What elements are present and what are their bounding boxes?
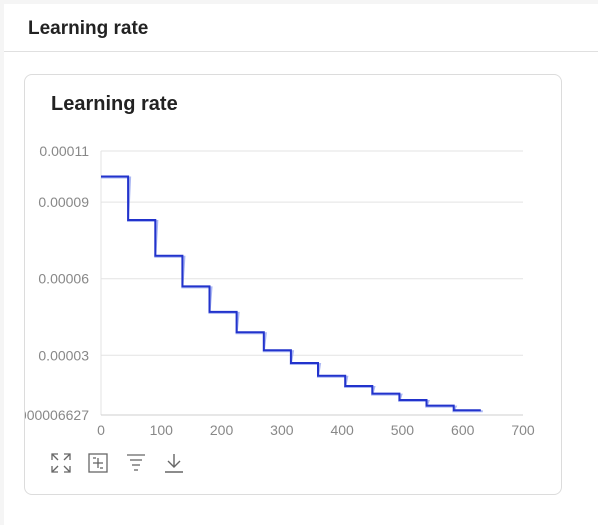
fit-icon: [88, 453, 108, 473]
x-tick-label: 600: [451, 422, 475, 438]
fullscreen-icon: [51, 453, 71, 473]
panel-title: Learning rate: [28, 18, 149, 39]
download-icon: [165, 454, 183, 473]
fit-domain-button[interactable]: [86, 451, 110, 475]
x-tick-label: 200: [210, 422, 234, 438]
learning-rate-chart: 0.000006627 0.00003 0.00006 0.00009 0.00011 0…: [25, 143, 535, 438]
chart-title: Learning rate: [51, 93, 178, 115]
panel-header[interactable]: Learning rate: [4, 4, 598, 52]
chart-card: Learning rate 0.0000066270.000030.000060…: [24, 74, 562, 495]
x-tick-label: 300: [270, 422, 294, 438]
smoothed-series-line: [101, 176, 483, 413]
y-tick-label: 0.00009: [38, 194, 89, 210]
x-tick-label: 0: [97, 422, 105, 438]
series-line: [101, 175, 481, 412]
y-tick-label: 0.00003: [38, 347, 89, 363]
filter-button[interactable]: [124, 451, 148, 475]
y-tick-label: 0.00006: [38, 271, 89, 287]
y-tick-label: 0.000006627: [25, 407, 89, 423]
filter-icon: [127, 454, 145, 471]
x-tick-label: 400: [330, 422, 354, 438]
fullscreen-button[interactable]: [49, 451, 73, 475]
x-tick-label: 500: [391, 422, 415, 438]
y-tick-label: 0.00011: [39, 143, 89, 159]
download-button[interactable]: [162, 451, 186, 475]
x-tick-label: 700: [511, 422, 535, 438]
x-tick-label: 100: [150, 422, 174, 438]
